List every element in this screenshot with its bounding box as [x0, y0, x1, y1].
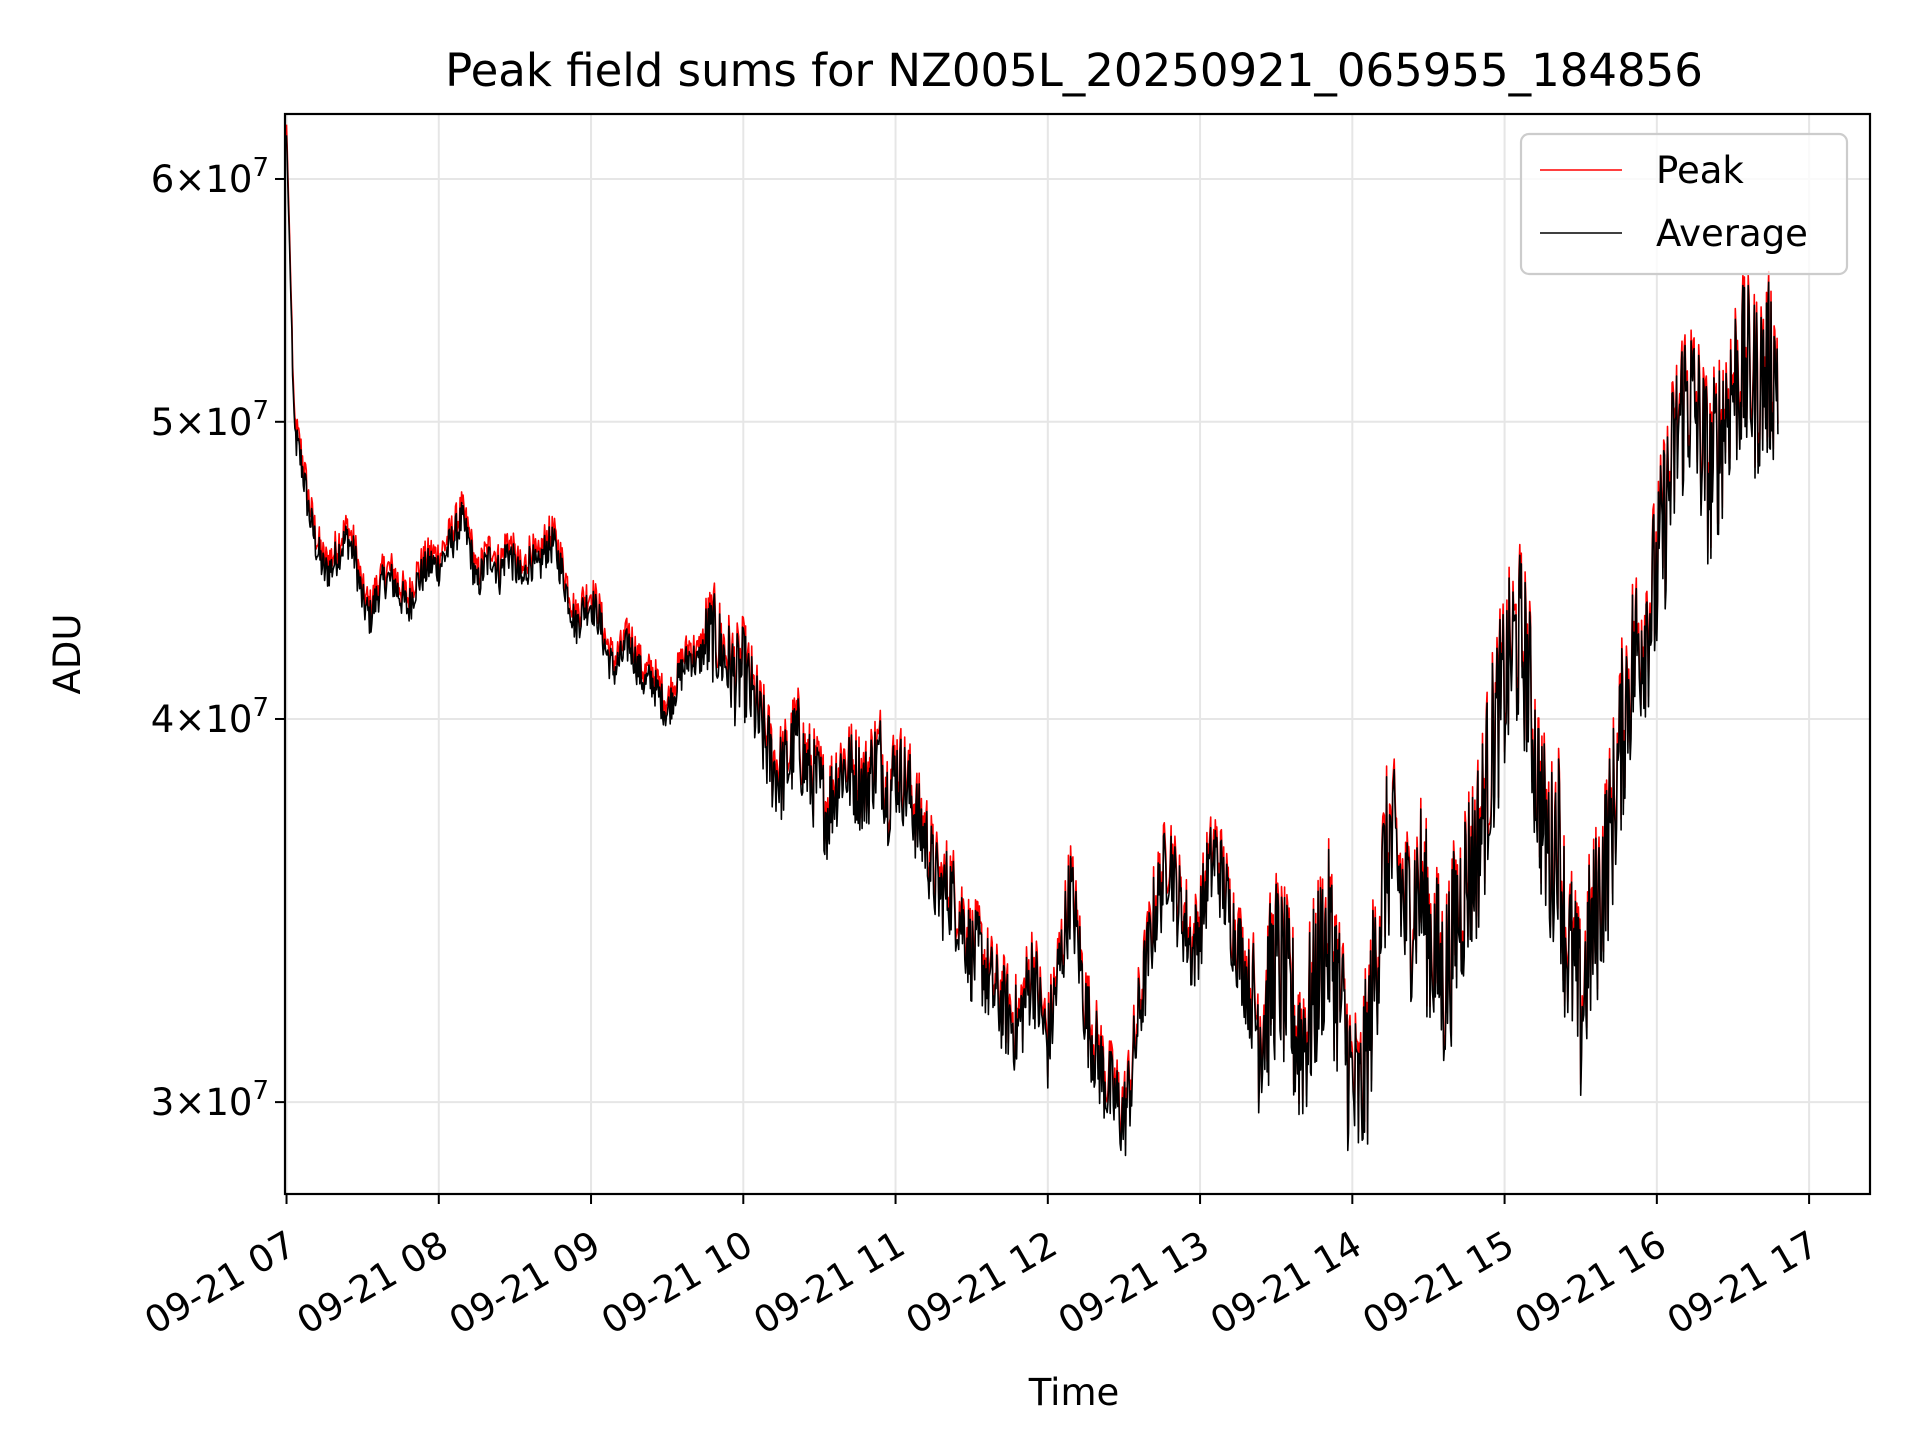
y-tick-times: × — [174, 1081, 205, 1124]
y-tick-mantissa: 3 — [151, 1081, 175, 1124]
y-tick-exponent: 7 — [252, 1076, 269, 1106]
legend-label-average: Average — [1656, 212, 1808, 255]
y-tick-base: 10 — [205, 698, 252, 741]
series-layer — [285, 124, 1779, 1157]
plot-area-frame — [283, 112, 1872, 1196]
gridlines — [285, 114, 1870, 1194]
y-tick-exponent: 7 — [252, 153, 269, 183]
y-tick-times: × — [174, 698, 205, 741]
y-tick-label: 5×107 — [151, 396, 269, 444]
y-tick-exponent: 7 — [252, 693, 269, 723]
y-tick-times: × — [174, 158, 205, 201]
y-tick-mantissa: 4 — [151, 698, 175, 741]
y-tick-base: 10 — [205, 158, 252, 201]
chart-title: Peak field sums for NZ005L_20250921_0659… — [445, 44, 1703, 97]
x-axis-label: Time — [1028, 1371, 1120, 1414]
y-tick-base: 10 — [205, 401, 252, 444]
y-axis-label: ADU — [46, 614, 89, 695]
y-tick-times: × — [174, 401, 205, 444]
series-line-average — [285, 135, 1779, 1157]
y-tick-mantissa: 5 — [151, 401, 175, 444]
legend: Peak Average — [1519, 132, 1849, 276]
legend-box — [1519, 132, 1849, 276]
y-tick-label: 3×107 — [151, 1076, 269, 1124]
y-tick-label: 6×107 — [151, 153, 269, 201]
y-tick-mantissa: 6 — [151, 158, 175, 201]
y-tick-exponent: 7 — [252, 396, 269, 426]
legend-label-peak: Peak — [1656, 149, 1744, 192]
y-tick-label: 4×107 — [151, 693, 269, 741]
y-tick-base: 10 — [205, 1081, 252, 1124]
